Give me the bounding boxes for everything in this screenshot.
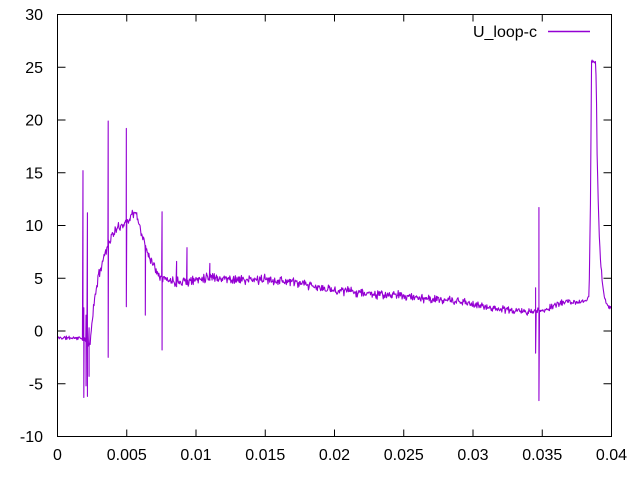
- legend-label: U_loop-c: [473, 24, 537, 41]
- y-tick-label: 30: [25, 7, 43, 24]
- x-tick-label: 0.01: [180, 447, 211, 464]
- x-tick-label: 0.04: [596, 447, 627, 464]
- y-tick-label: 20: [25, 113, 43, 130]
- y-tick-label: 5: [34, 271, 43, 288]
- y-tick-label: 25: [25, 60, 43, 77]
- y-tick-label: -5: [29, 376, 43, 393]
- x-tick-label: 0: [53, 447, 62, 464]
- x-tick-label: 0.02: [319, 447, 350, 464]
- x-tick-label: 0.03: [457, 447, 488, 464]
- y-tick-label: 10: [25, 218, 43, 235]
- x-tick-label: 0.035: [522, 447, 562, 464]
- y-tick-label: 0: [34, 324, 43, 341]
- series-line: [56, 59, 613, 402]
- x-tick-label: 0.025: [384, 447, 424, 464]
- x-tick-label: 0.015: [245, 447, 285, 464]
- y-tick-label: 15: [25, 165, 43, 182]
- x-tick-label: 0.005: [107, 447, 147, 464]
- y-tick-label: -10: [20, 429, 43, 446]
